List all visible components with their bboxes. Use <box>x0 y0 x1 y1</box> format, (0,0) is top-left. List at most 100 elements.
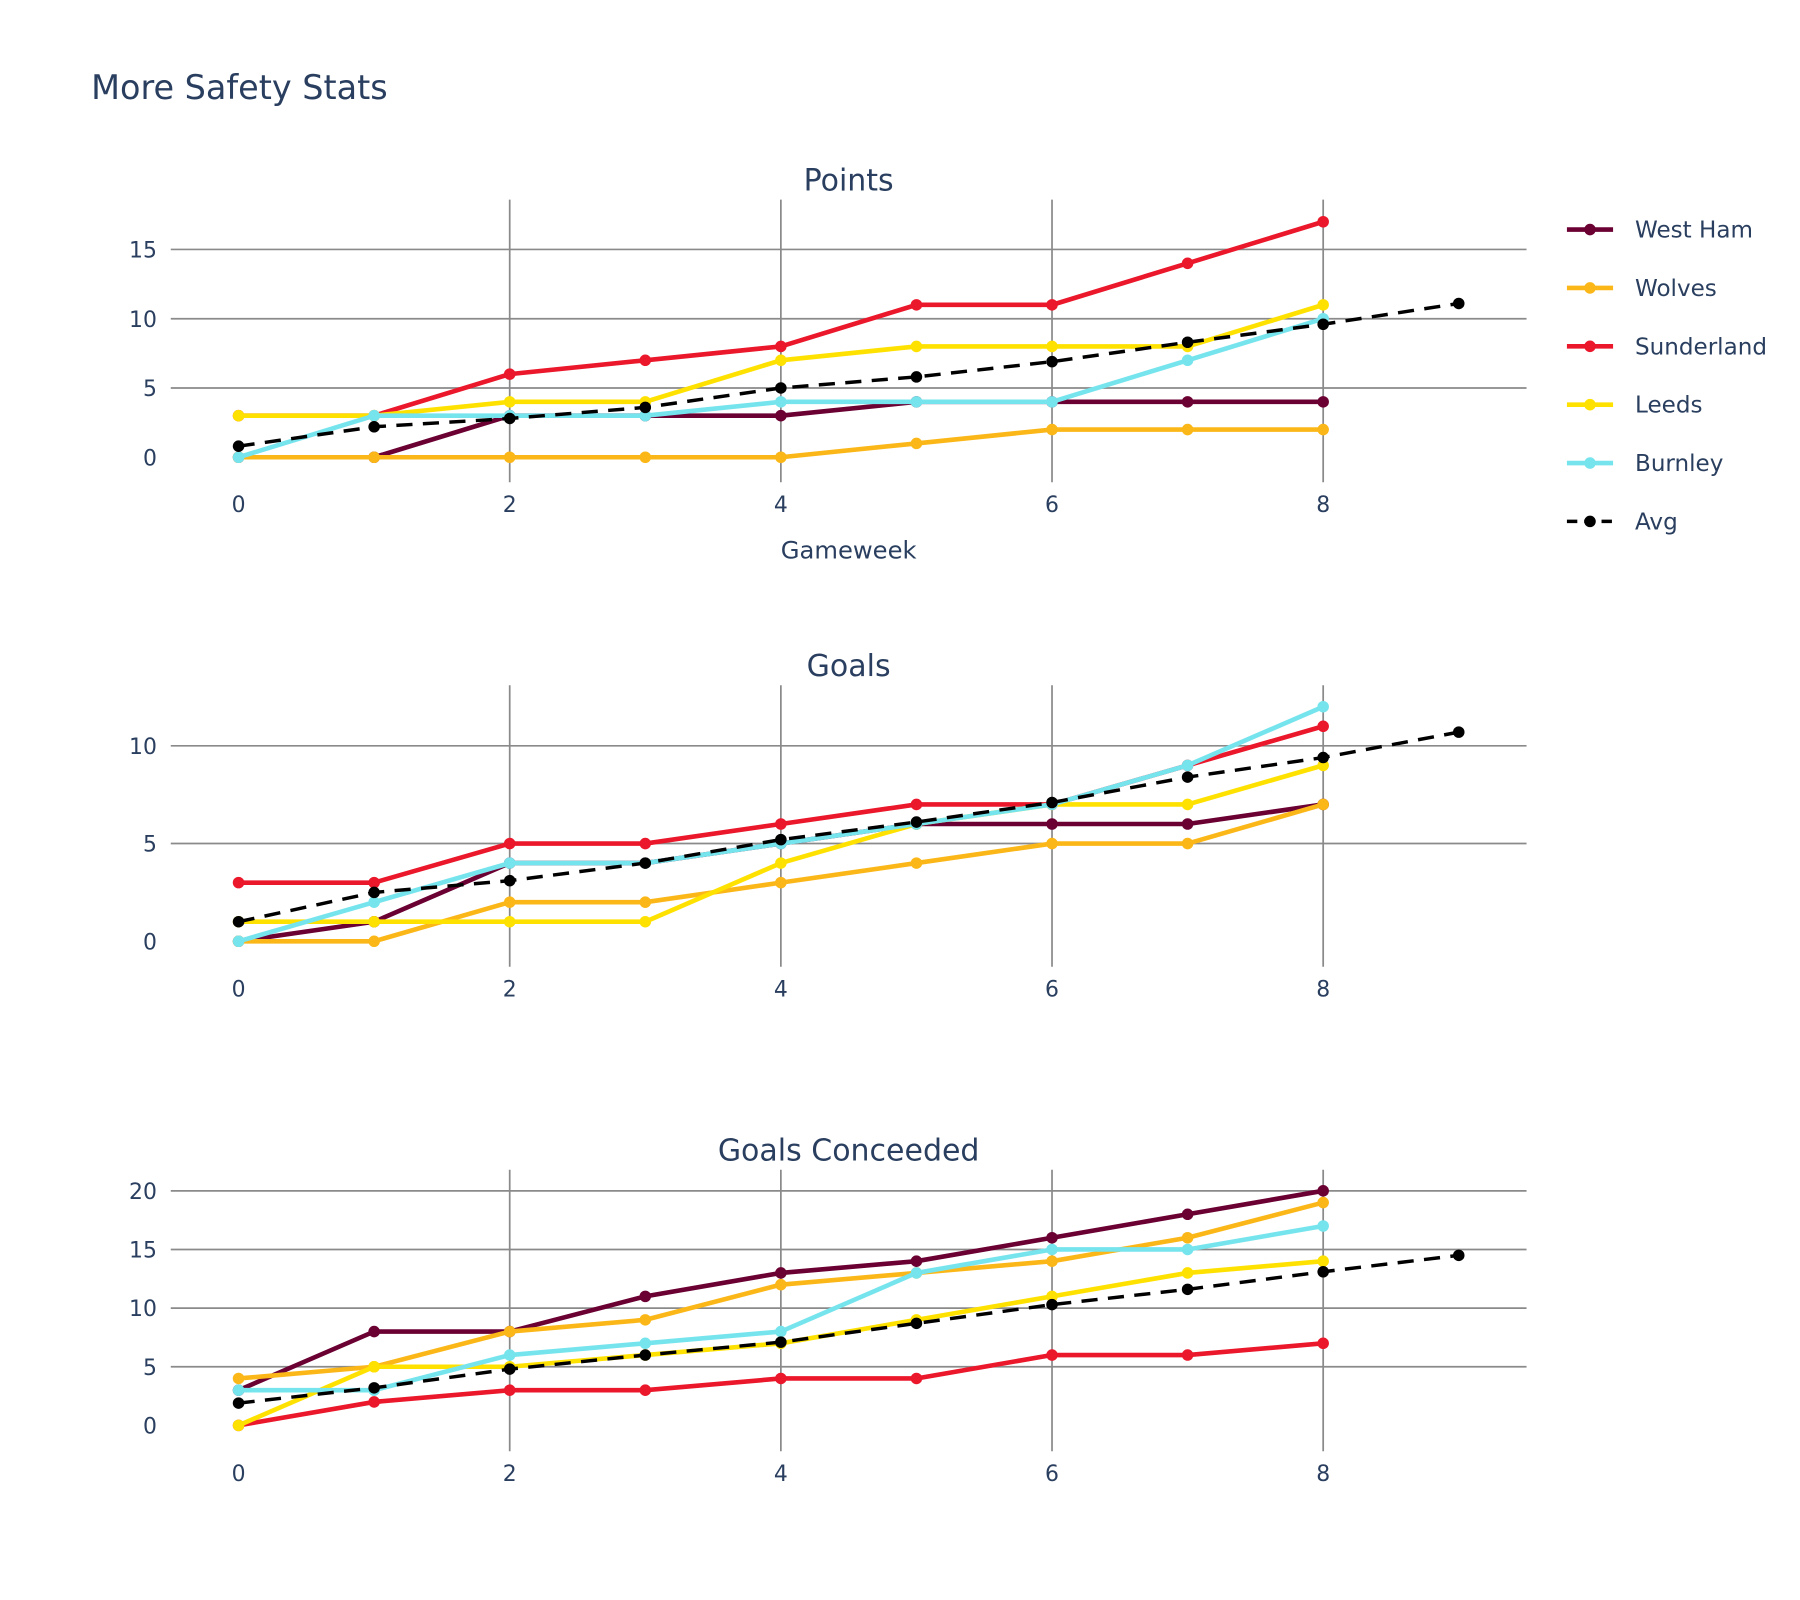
data-point[interactable] <box>1317 396 1329 408</box>
data-point[interactable] <box>503 837 516 850</box>
data-point[interactable] <box>232 1372 245 1385</box>
data-point[interactable] <box>368 886 380 899</box>
legend[interactable]: West Ham Wolves Sunderland Leeds Burnley Avg <box>1566 218 1767 536</box>
data-point[interactable] <box>910 798 923 811</box>
data-point[interactable] <box>232 1397 245 1409</box>
data-point[interactable] <box>639 857 652 869</box>
data-point[interactable] <box>1046 1349 1058 1361</box>
data-point[interactable] <box>775 1267 787 1279</box>
data-point[interactable] <box>368 915 380 928</box>
data-point[interactable] <box>1181 257 1194 270</box>
data-point[interactable] <box>1181 1267 1194 1279</box>
data-point[interactable] <box>232 935 245 948</box>
legend-item-sunderland[interactable]: Sunderland <box>1566 334 1767 360</box>
data-point[interactable] <box>1317 1255 1329 1267</box>
data-point[interactable] <box>639 1337 652 1350</box>
data-point[interactable] <box>1046 355 1058 368</box>
data-point[interactable] <box>232 409 245 422</box>
data-point[interactable] <box>503 1363 516 1375</box>
data-point[interactable] <box>1181 1283 1194 1296</box>
data-point[interactable] <box>503 1349 516 1361</box>
data-point[interactable] <box>232 440 245 452</box>
data-point[interactable] <box>1317 720 1329 733</box>
data-point[interactable] <box>639 1349 652 1361</box>
data-point[interactable] <box>910 396 923 408</box>
data-point[interactable] <box>639 915 652 928</box>
data-point[interactable] <box>1046 423 1058 436</box>
data-point[interactable] <box>1317 318 1329 331</box>
data-point[interactable] <box>639 451 652 464</box>
data-point[interactable] <box>368 876 380 889</box>
data-point[interactable] <box>1046 396 1058 408</box>
data-point[interactable] <box>232 876 245 889</box>
data-point[interactable] <box>1181 1243 1194 1256</box>
data-point[interactable] <box>1046 1290 1058 1303</box>
data-point[interactable] <box>1452 297 1465 310</box>
data-point[interactable] <box>775 818 787 830</box>
data-point[interactable] <box>1181 1349 1194 1361</box>
data-point[interactable] <box>1046 299 1058 311</box>
data-point[interactable] <box>775 857 787 869</box>
data-point[interactable] <box>910 857 923 869</box>
data-point[interactable] <box>639 409 652 422</box>
data-point[interactable] <box>1181 818 1194 830</box>
data-point[interactable] <box>1452 726 1465 738</box>
data-point[interactable] <box>1317 1196 1329 1209</box>
data-point[interactable] <box>1181 798 1194 811</box>
legend-item-wolves[interactable]: Wolves <box>1566 276 1717 302</box>
data-point[interactable] <box>232 451 245 464</box>
data-point[interactable] <box>368 421 380 433</box>
legend-item-avg[interactable]: Avg <box>1566 509 1678 535</box>
data-point[interactable] <box>775 1325 787 1338</box>
data-point[interactable] <box>775 409 787 422</box>
data-point[interactable] <box>910 299 923 311</box>
data-point[interactable] <box>503 896 516 908</box>
data-point[interactable] <box>775 1278 787 1291</box>
data-point[interactable] <box>1181 1231 1194 1244</box>
data-point[interactable] <box>368 1382 380 1394</box>
data-point[interactable] <box>775 382 787 394</box>
legend-item-west-ham[interactable]: West Ham <box>1566 218 1753 244</box>
data-point[interactable] <box>775 833 787 846</box>
data-point[interactable] <box>503 412 516 425</box>
data-point[interactable] <box>1317 798 1329 811</box>
data-point[interactable] <box>775 340 787 353</box>
data-point[interactable] <box>1452 1249 1465 1262</box>
data-point[interactable] <box>232 1419 245 1432</box>
data-point[interactable] <box>775 876 787 889</box>
data-point[interactable] <box>368 409 380 422</box>
data-point[interactable] <box>368 896 380 908</box>
data-point[interactable] <box>639 401 652 414</box>
data-point[interactable] <box>1317 751 1329 764</box>
data-point[interactable] <box>503 915 516 928</box>
data-point[interactable] <box>1317 1265 1329 1278</box>
data-point[interactable] <box>910 1317 923 1330</box>
data-point[interactable] <box>639 837 652 850</box>
data-point[interactable] <box>368 1360 380 1373</box>
data-point[interactable] <box>910 340 923 353</box>
data-point[interactable] <box>1181 354 1194 367</box>
data-point[interactable] <box>910 1372 923 1385</box>
data-point[interactable] <box>1317 299 1329 311</box>
data-point[interactable] <box>1046 796 1058 809</box>
data-point[interactable] <box>910 371 923 383</box>
data-point[interactable] <box>1046 1231 1058 1244</box>
data-point[interactable] <box>232 1384 245 1396</box>
data-point[interactable] <box>232 915 245 928</box>
data-point[interactable] <box>1046 1243 1058 1256</box>
data-point[interactable] <box>639 1384 652 1396</box>
data-point[interactable] <box>368 1396 380 1408</box>
data-point[interactable] <box>1046 1298 1058 1311</box>
data-point[interactable] <box>639 896 652 908</box>
data-point[interactable] <box>1317 700 1329 713</box>
data-point[interactable] <box>639 354 652 367</box>
data-point[interactable] <box>775 396 787 408</box>
data-point[interactable] <box>1046 837 1058 850</box>
data-point[interactable] <box>1317 1337 1329 1350</box>
data-point[interactable] <box>1181 771 1194 783</box>
data-point[interactable] <box>910 816 923 828</box>
data-point[interactable] <box>910 1267 923 1279</box>
data-point[interactable] <box>1181 336 1194 349</box>
data-point[interactable] <box>503 396 516 408</box>
data-point[interactable] <box>1181 1208 1194 1221</box>
